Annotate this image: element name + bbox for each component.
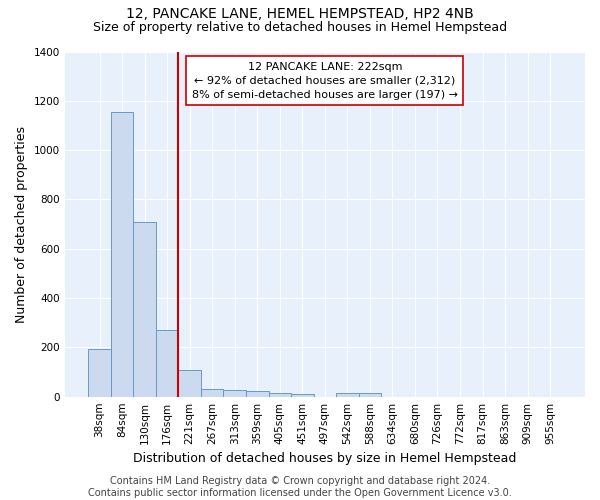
Y-axis label: Number of detached properties: Number of detached properties xyxy=(15,126,28,322)
Bar xyxy=(88,350,111,397)
Bar xyxy=(291,394,314,396)
Text: 12 PANCAKE LANE: 222sqm  
← 92% of detached houses are smaller (2,312)
8% of sem: 12 PANCAKE LANE: 222sqm ← 92% of detache… xyxy=(192,62,458,100)
Bar xyxy=(156,330,178,396)
Bar xyxy=(359,392,381,396)
Text: Contains HM Land Registry data © Crown copyright and database right 2024.
Contai: Contains HM Land Registry data © Crown c… xyxy=(88,476,512,498)
Text: Size of property relative to detached houses in Hemel Hempstead: Size of property relative to detached ho… xyxy=(93,21,507,34)
Bar xyxy=(246,391,269,396)
Text: 12, PANCAKE LANE, HEMEL HEMPSTEAD, HP2 4NB: 12, PANCAKE LANE, HEMEL HEMPSTEAD, HP2 4… xyxy=(126,8,474,22)
Bar xyxy=(269,394,291,396)
Bar xyxy=(336,394,359,396)
X-axis label: Distribution of detached houses by size in Hemel Hempstead: Distribution of detached houses by size … xyxy=(133,452,517,465)
Bar xyxy=(178,370,201,396)
Bar xyxy=(111,112,133,397)
Bar xyxy=(201,389,223,396)
Bar xyxy=(223,390,246,396)
Bar xyxy=(133,222,156,396)
